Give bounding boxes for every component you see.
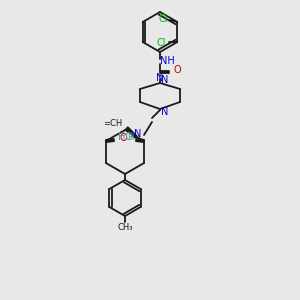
Text: N: N	[134, 129, 142, 139]
Text: HO: HO	[118, 132, 133, 142]
Text: Cl: Cl	[157, 38, 166, 48]
Text: N: N	[161, 75, 169, 85]
Text: O: O	[173, 65, 181, 75]
Text: CH₃: CH₃	[117, 224, 133, 232]
Text: NH: NH	[160, 56, 174, 66]
Text: =CH: =CH	[103, 119, 123, 128]
Text: N: N	[156, 73, 164, 83]
Text: N: N	[161, 107, 169, 117]
Text: Cl: Cl	[159, 14, 168, 24]
Text: O: O	[119, 133, 127, 143]
Text: H: H	[127, 134, 133, 142]
